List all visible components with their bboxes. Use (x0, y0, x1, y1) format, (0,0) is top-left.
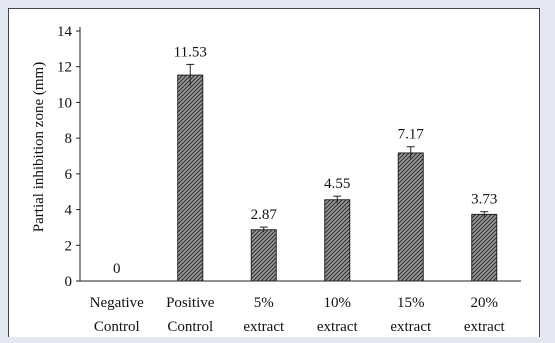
y-axis-title-group: Partial inhibition zone (mm) (31, 62, 47, 232)
data-label: 7.17 (398, 127, 425, 143)
data-label: 4.55 (324, 176, 350, 192)
data-label: 3.73 (471, 192, 497, 208)
x-tick-label: Negative (90, 295, 144, 311)
data-label: 2.87 (251, 207, 278, 223)
bar (397, 152, 424, 282)
x-tick-label: Positive (166, 295, 215, 311)
labels-group: 0 Negative Control 11.53 Positive Control 2.87… (90, 44, 506, 335)
bar (471, 213, 498, 282)
x-tick-label: 5% (254, 295, 274, 311)
x-tick-label: 20% (471, 295, 499, 311)
y-axis-title: Partial inhibition zone (mm) (31, 62, 47, 232)
x-tick-label: Control (167, 319, 213, 335)
x-tick-label: 15% (397, 295, 425, 311)
bar (324, 199, 351, 282)
data-label: 0 (113, 261, 121, 277)
bar-chart: Partial inhibition zone (mm) 0 2 4 6 8 10 12 14… (31, 24, 521, 335)
x-tick-label: extract (464, 319, 506, 335)
x-tick-label: Control (94, 319, 140, 335)
data-label: 11.53 (174, 44, 207, 60)
y-tick-label: 10 (57, 95, 72, 111)
y-tick-label: 6 (65, 167, 73, 183)
axes: 0 2 4 6 8 10 12 14 (57, 24, 521, 290)
bar (250, 229, 277, 282)
y-tick-label: 4 (65, 203, 73, 219)
y-tick-label: 14 (57, 24, 73, 40)
y-tick-label: 0 (65, 274, 73, 290)
bars-group (177, 63, 498, 282)
y-tick-label: 2 (65, 238, 73, 254)
y-tick-label: 8 (65, 131, 73, 147)
x-tick-label: extract (390, 319, 432, 335)
x-tick-label: extract (243, 319, 285, 335)
chart-panel: Partial inhibition zone (mm) 0 2 4 6 8 10 12 14… (8, 8, 540, 337)
x-tick-label: 10% (324, 295, 352, 311)
bar (177, 74, 204, 282)
x-tick-label: extract (317, 319, 359, 335)
y-tick-label: 12 (57, 60, 72, 76)
